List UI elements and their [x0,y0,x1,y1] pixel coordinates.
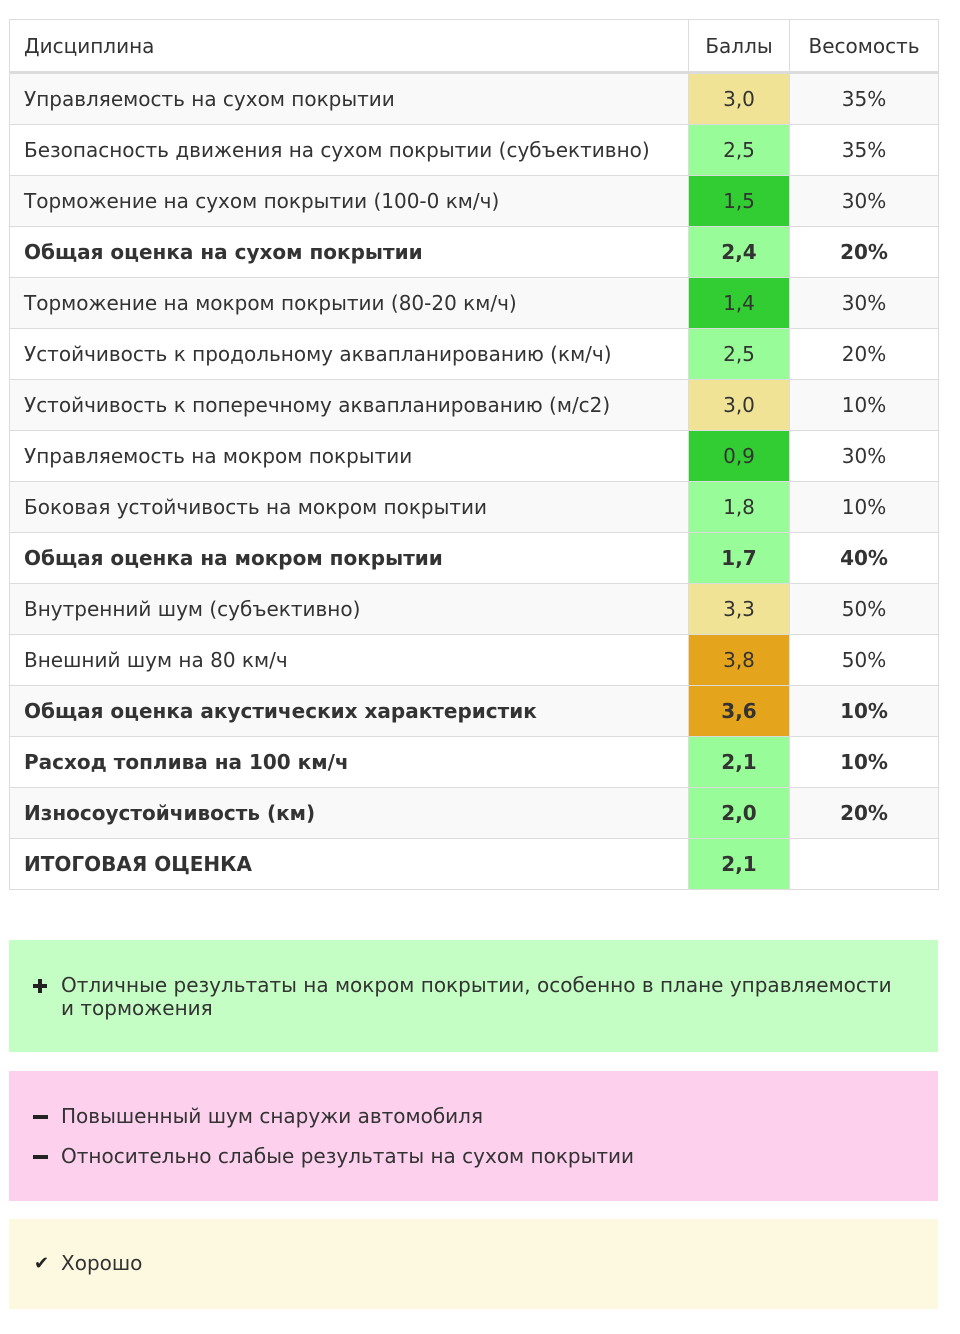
table-row: Торможение на сухом покрытии (100-0 км/ч… [9,175,939,227]
weight-cell: 50% [789,583,939,635]
score-cell: 3,3 [688,583,790,635]
table-row: Управляемость на мокром покрытии 0,9 30% [9,430,939,482]
minus-icon [33,1145,61,1168]
weight-cell: 30% [789,175,939,227]
table-row: Устойчивость к продольному аквапланирова… [9,328,939,380]
weight-cell: 35% [789,124,939,176]
table-row: Торможение на мокром покрытии (80-20 км/… [9,277,939,329]
score-cell: 2,1 [688,736,790,788]
weight-cell: 50% [789,634,939,686]
score-cell: 2,4 [688,226,790,278]
verdict-item: ✔ Хорошо [33,1252,938,1275]
pros-item: Отличные результаты на мокром покрытии, … [33,974,938,1020]
header-discipline: Дисциплина [9,19,689,74]
check-icon: ✔ [34,1253,50,1274]
weight-cell: 10% [789,685,939,737]
discipline-cell: Управляемость на сухом покрытии [9,72,689,125]
cons-box: Повышенный шум снаружи автомобиля Относи… [9,1071,938,1201]
table-row-summary: Расход топлива на 100 км/ч 2,1 10% [9,736,939,788]
verdict-box: ✔ Хорошо [9,1219,938,1309]
table-row: Устойчивость к поперечному аквапланирова… [9,379,939,431]
cons-item-text: Относительно слабые результаты на сухом … [61,1144,635,1168]
score-cell: 3,6 [688,685,790,737]
table-row-total: ИТОГОВАЯ ОЦЕНКА 2,1 [9,838,939,890]
discipline-cell: Устойчивость к поперечному аквапланирова… [9,379,689,431]
table-row: Безопасность движения на сухом покрытии … [9,124,939,176]
pros-box: Отличные результаты на мокром покрытии, … [9,940,938,1052]
header-weight: Весомость [789,19,939,74]
table-row-summary: Износоустойчивость (км) 2,0 20% [9,787,939,839]
discipline-cell: Боковая устойчивость на мокром покрытии [9,481,689,533]
weight-cell: 10% [789,379,939,431]
discipline-cell: Торможение на сухом покрытии (100-0 км/ч… [9,175,689,227]
score-cell: 3,8 [688,634,790,686]
weight-cell: 35% [789,72,939,125]
cons-item: Повышенный шум снаружи автомобиля [33,1105,938,1128]
discipline-cell: Расход топлива на 100 км/ч [9,736,689,788]
score-cell: 2,5 [688,328,790,380]
weight-cell: 20% [789,787,939,839]
score-cell: 0,9 [688,430,790,482]
cons-item-text: Повышенный шум снаружи автомобиля [61,1104,483,1128]
table-row: Управляемость на сухом покрытии 3,0 35% [9,72,939,125]
weight-cell: 20% [789,226,939,278]
discipline-cell: Безопасность движения на сухом покрытии … [9,124,689,176]
cons-item: Относительно слабые результаты на сухом … [33,1145,938,1168]
table-header-row: Дисциплина Баллы Весомость [9,19,939,74]
discipline-cell: ИТОГОВАЯ ОЦЕНКА [9,838,689,890]
pros-item-text: Отличные результаты на мокром покрытии, … [61,973,892,1020]
table-row: Боковая устойчивость на мокром покрытии … [9,481,939,533]
discipline-cell: Общая оценка на сухом покрытии [9,226,689,278]
score-cell: 3,0 [688,72,790,125]
discipline-cell: Торможение на мокром покрытии (80-20 км/… [9,277,689,329]
discipline-cell: Устойчивость к продольному аквапланирова… [9,328,689,380]
table-row-summary: Общая оценка акустических характеристик … [9,685,939,737]
weight-cell: 20% [789,328,939,380]
score-cell: 2,5 [688,124,790,176]
score-cell: 1,7 [688,532,790,584]
discipline-cell: Общая оценка акустических характеристик [9,685,689,737]
score-cell: 3,0 [688,379,790,431]
discipline-cell: Общая оценка на мокром покрытии [9,532,689,584]
weight-cell: 40% [789,532,939,584]
discipline-cell: Управляемость на мокром покрытии [9,430,689,482]
weight-cell: 10% [789,481,939,533]
table-row-summary: Общая оценка на сухом покрытии 2,4 20% [9,226,939,278]
verdict-text: Хорошо [61,1251,143,1275]
discipline-cell: Внешний шум на 80 км/ч [9,634,689,686]
weight-cell: 30% [789,277,939,329]
table-row-summary: Общая оценка на мокром покрытии 1,7 40% [9,532,939,584]
plus-icon [33,974,61,997]
table-row: Внутренний шум (субъективно) 3,3 50% [9,583,939,635]
discipline-cell: Износоустойчивость (км) [9,787,689,839]
minus-icon [33,1105,61,1128]
score-cell: 1,4 [688,277,790,329]
weight-cell [789,838,939,890]
header-score: Баллы [688,19,790,74]
weight-cell: 30% [789,430,939,482]
test-results-table: Дисциплина Баллы Весомость Управляемость… [9,19,939,890]
table-row: Внешний шум на 80 км/ч 3,8 50% [9,634,939,686]
score-cell: 1,8 [688,481,790,533]
score-cell: 2,0 [688,787,790,839]
weight-cell: 10% [789,736,939,788]
discipline-cell: Внутренний шум (субъективно) [9,583,689,635]
score-cell: 1,5 [688,175,790,227]
score-cell: 2,1 [688,838,790,890]
